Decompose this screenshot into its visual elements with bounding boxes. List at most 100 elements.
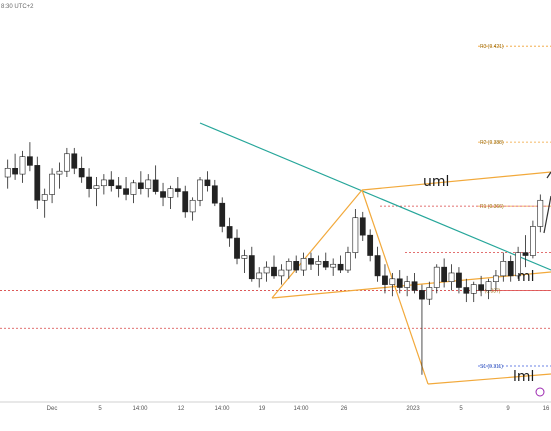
candle-body <box>382 275 388 285</box>
candle-body <box>315 261 322 265</box>
candle-body <box>411 281 418 291</box>
annotation-lml: lml <box>513 369 534 385</box>
candle-body <box>152 179 159 192</box>
candle-body <box>433 266 440 288</box>
candle-body <box>204 179 211 187</box>
x-tick-label: 14:00 <box>214 406 230 412</box>
pivot-label: R2 (0.388) <box>480 140 504 146</box>
candle-body <box>241 255 248 259</box>
x-tick-label: 2023 <box>406 406 420 412</box>
candle-body <box>367 234 374 256</box>
candle-body <box>130 182 137 195</box>
pivot-label: R3 (0.421) <box>480 44 504 50</box>
candle-body <box>500 261 507 277</box>
candle-body <box>211 185 218 204</box>
candle-body <box>271 266 277 277</box>
candle-body <box>308 258 314 265</box>
candle-body <box>515 252 521 277</box>
descending-trendline <box>199 122 551 271</box>
candle-body <box>63 153 70 172</box>
candle-body <box>456 272 462 288</box>
candle-body <box>93 185 100 189</box>
candle-body <box>41 194 48 201</box>
pivot-level-lines: R3 (0.421) R2 (0.388) R1 (0.366) P (0.337) S… <box>478 44 551 370</box>
projection-arrow-line <box>543 195 551 234</box>
candles <box>4 142 544 375</box>
candle-body <box>330 263 337 268</box>
candle-body <box>426 287 433 300</box>
x-tick-label: Dec <box>47 406 58 412</box>
candle-body <box>300 258 307 271</box>
chart-header-timezone: 8:30 UTC+2 <box>1 4 34 10</box>
candle-body <box>56 170 63 175</box>
candle-body <box>522 252 529 256</box>
candle-body <box>34 165 41 201</box>
candle-body <box>352 217 359 253</box>
candle-body <box>419 290 425 300</box>
x-tick-label: 5 <box>98 406 102 412</box>
candle-body <box>478 284 485 291</box>
annotations: uml ml lml <box>423 174 545 397</box>
candle-body <box>4 167 11 178</box>
candle-body <box>49 173 55 195</box>
candle-body <box>441 266 448 282</box>
x-tick-label: 19 <box>259 406 266 412</box>
candle-body <box>197 179 203 201</box>
x-tick-label: 5 <box>459 406 463 412</box>
candle-body <box>100 179 107 187</box>
candle-body <box>322 261 329 268</box>
x-tick-label: 9 <box>506 406 510 412</box>
pivot-label: S1 (0.311) <box>480 364 503 370</box>
candle-body <box>470 284 477 294</box>
pitchfork-lower-line <box>427 373 551 385</box>
candle-body <box>145 179 152 189</box>
pitchfork-upper-line <box>361 171 551 191</box>
x-tick-label: 12 <box>178 406 185 412</box>
candle-body <box>374 255 381 277</box>
candle-body <box>248 255 255 280</box>
pivot-label: R1 (0.366) <box>480 204 504 210</box>
pitchfork-handle-left <box>361 189 429 385</box>
trend-lines <box>199 122 551 385</box>
candle-body <box>485 281 492 291</box>
projection-arrow-head <box>546 171 551 179</box>
candle-body <box>123 188 129 195</box>
candle-body <box>108 179 115 187</box>
candle-body <box>359 217 366 236</box>
candle-body <box>226 226 233 239</box>
x-axis-ticks: Dec 5 14:00 12 14:00 19 14:00 26 2023 5 9 16 <box>47 406 550 412</box>
candle-body <box>160 191 166 198</box>
candle-body <box>263 266 270 274</box>
candle-body <box>115 185 122 189</box>
candle-body <box>78 167 85 178</box>
candle-body <box>448 272 455 282</box>
candle-body <box>463 287 470 294</box>
annotation-uml: uml <box>423 174 449 190</box>
x-tick-label: 14:00 <box>132 406 148 412</box>
candle-body <box>137 182 144 189</box>
candle-body <box>293 261 300 271</box>
candle-body <box>12 167 18 175</box>
candle-body <box>256 272 263 280</box>
candle-body <box>71 153 78 169</box>
candle-body <box>404 281 411 288</box>
pitchfork-median-line <box>271 271 551 299</box>
annotation-ml: ml <box>517 269 535 285</box>
candle-body <box>530 226 536 256</box>
pitchfork-handle-right <box>271 189 363 299</box>
candle-body <box>337 263 344 271</box>
candle-body <box>189 199 196 213</box>
candle-body <box>174 188 181 192</box>
x-tick-label: 16 <box>543 406 550 412</box>
candle-body <box>167 188 174 198</box>
candle-body <box>493 275 499 282</box>
candle-body <box>389 278 396 285</box>
candle-body <box>234 237 240 259</box>
candle-body <box>345 252 351 271</box>
candle-body <box>285 261 292 271</box>
candle-body <box>278 269 285 277</box>
purple-marker-icon <box>535 387 545 397</box>
candle-body <box>507 261 514 277</box>
x-tick-label: 14:00 <box>293 406 309 412</box>
